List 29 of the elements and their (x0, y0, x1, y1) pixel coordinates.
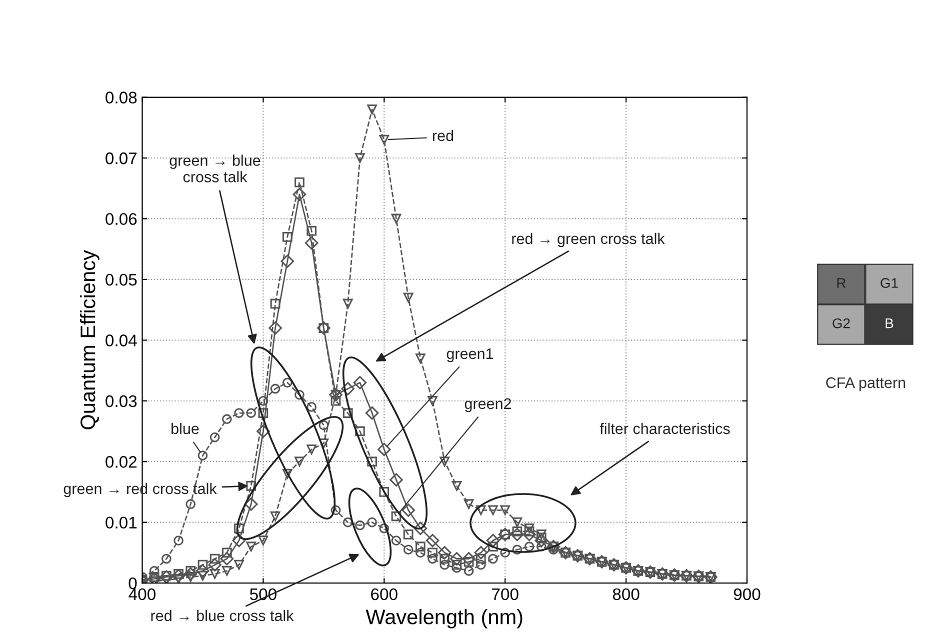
y-tick-label: 0.05 (106, 274, 137, 286)
y-tick-label: 0.08 (106, 92, 137, 104)
x-tick-label: 400 (128, 588, 156, 600)
y-tick-label: 0.01 (106, 516, 137, 529)
y-tick-label: 0 (128, 577, 137, 590)
x-tick-label: 600 (371, 588, 398, 600)
x-axis-title: Wavelength (nm) (366, 608, 522, 628)
text: green2 (464, 398, 512, 412)
x-tick-label: 800 (612, 588, 640, 600)
x-tick-label: 900 (734, 588, 760, 600)
y-axis-title: Quantum Efficiency (80, 250, 100, 430)
text: B (886, 318, 894, 328)
y-tick-label: 0.02 (106, 456, 137, 468)
x-tick-label: 700 (492, 588, 518, 600)
text: CFA pattern (826, 377, 906, 392)
annotation: red → green cross talk (512, 232, 665, 248)
y-tick-label: 0.07 (106, 152, 137, 164)
text: R (837, 278, 846, 288)
text: green1 (446, 348, 494, 362)
text: red → blue cross talk (151, 610, 294, 622)
y-tick-label: 0.03 (106, 395, 137, 408)
y-tick-label: 0.06 (106, 213, 137, 225)
text: G2 (832, 318, 850, 328)
text: red (432, 130, 454, 142)
annotation: green → blue cross talk (170, 154, 260, 182)
annotation: filter characteristics (600, 422, 730, 434)
y-tick-label: 0.04 (106, 334, 137, 346)
text: G1 (880, 278, 898, 288)
series-label: blue (172, 422, 199, 434)
